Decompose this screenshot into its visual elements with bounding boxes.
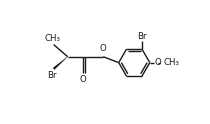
- Text: O: O: [155, 58, 161, 67]
- Text: CH₃: CH₃: [163, 58, 179, 67]
- Text: CH₃: CH₃: [45, 34, 61, 43]
- Text: Br: Br: [137, 32, 147, 41]
- Text: Br: Br: [47, 72, 56, 80]
- Text: O: O: [100, 44, 106, 53]
- Text: O: O: [80, 75, 87, 84]
- Polygon shape: [53, 57, 68, 70]
